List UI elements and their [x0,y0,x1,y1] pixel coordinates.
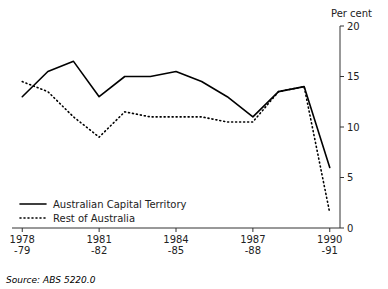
y-tick [340,228,344,229]
y-tick [340,76,344,77]
x-tick-label-line: -82 [91,245,107,256]
x-tick-label-line: 1978 [10,234,35,245]
x-tick-label-line: -88 [245,245,261,256]
x-tick-label-line: 1987 [240,234,265,245]
source-note: Source: ABS 5220.0 [6,275,96,285]
x-tick [252,228,253,232]
y-tick-label: 5 [347,172,353,183]
x-tick-label: 1978-79 [10,234,35,256]
y-tick-label: 0 [347,223,353,234]
x-tick-label-line: 1984 [163,234,188,245]
x-tick-label: 1990-91 [317,234,342,256]
chart: 05101520Per cent1978-791981-821984-85198… [0,0,388,289]
x-tick-label-line: 1990 [317,234,342,245]
y-tick-label: 10 [347,122,360,133]
x-tick-label-line: 1981 [86,234,111,245]
x-tick [329,228,330,232]
x-tick [22,228,23,232]
x-tick [176,228,177,232]
y-tick [340,177,344,178]
legend-swatch [20,203,46,205]
x-tick-label: 1984-85 [163,234,188,256]
y-tick [340,127,344,128]
legend: Australian Capital Territory Rest of Aust… [20,199,187,224]
legend-label: Rest of Australia [53,213,135,224]
y-tick-label: 20 [347,21,360,32]
plot-area [22,61,330,213]
x-tick-label-line: -91 [322,245,338,256]
x-tick [99,228,100,232]
y-axis-label: Per cent [331,8,372,19]
x-tick-label: 1987-88 [240,234,265,256]
series-line [22,61,330,167]
y-tick [340,26,344,27]
x-tick-label-line: -85 [168,245,184,256]
x-tick-label: 1981-82 [86,234,111,256]
legend-swatch [20,217,46,219]
y-tick-label: 15 [347,71,360,82]
legend-label: Australian Capital Territory [53,199,187,210]
x-tick-label-line: -79 [14,245,30,256]
series-line [22,82,330,213]
